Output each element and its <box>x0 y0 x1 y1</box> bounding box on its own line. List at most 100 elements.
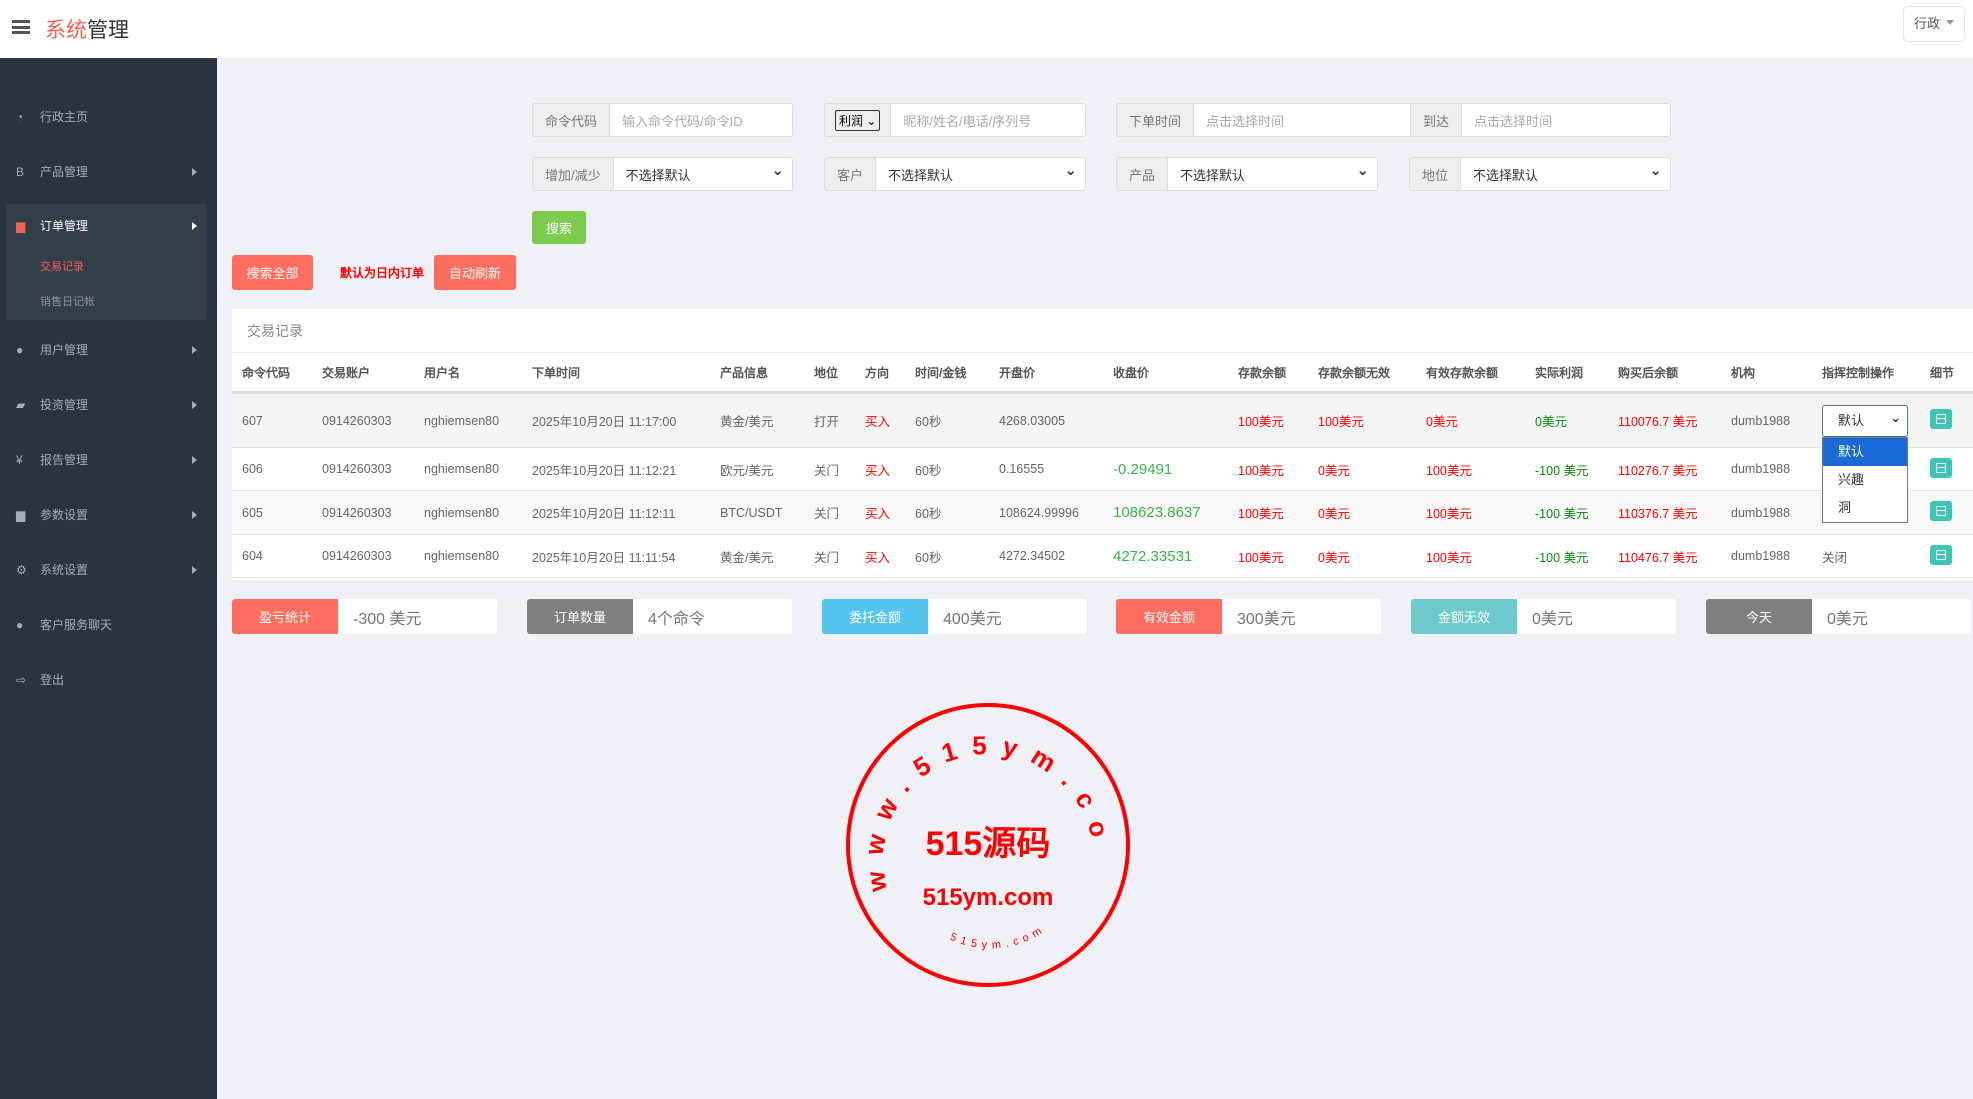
table-cell: 100美元 <box>1228 534 1308 578</box>
sidebar-item-0[interactable]: ◔ 行政主页 <box>0 102 217 132</box>
panel-title: 交易记录 <box>247 323 303 339</box>
stat-box: 盈亏统计 -300 美元 <box>232 599 497 634</box>
end-time-input[interactable]: 点击选择时间 <box>1474 113 1553 129</box>
detail-list-icon[interactable] <box>1930 544 1952 565</box>
sidebar-item-1[interactable]: B 产品管理 <box>0 157 217 187</box>
table-cell: 0914260303 <box>312 490 414 535</box>
table-cell: 2025年10月20日 11:11:54 <box>522 534 710 578</box>
dropdown-option[interactable]: 洞 <box>1838 500 1852 515</box>
table-cell: 关门 <box>804 447 855 491</box>
user-filter: 利润 ⌄ 昵称/姓名/电话/序列号 <box>824 103 1086 137</box>
table-cell: 打开 <box>804 392 855 448</box>
dashboard-icon: ◔ <box>16 110 24 124</box>
table-cell: 关门 <box>804 534 855 578</box>
detail-cell <box>1920 490 1973 535</box>
client-filter: 客户 不选择默认 <box>824 157 1086 191</box>
table-cell: 605 <box>232 490 312 535</box>
hamburger-menu-icon[interactable] <box>12 20 30 34</box>
column-header: 机构 <box>1721 352 1812 394</box>
table-cell: 100美元 <box>1228 490 1308 535</box>
user-filter-type-select[interactable]: 利润 ⌄ <box>835 109 881 131</box>
table-cell: 100美元 <box>1416 490 1525 535</box>
table-cell: 0美元 <box>1308 490 1416 535</box>
table-row: 605 0914260303 nghiemsen80 2025年10月20日 11:1… <box>232 490 1973 535</box>
table-cell: 2025年10月20日 11:12:21 <box>522 447 710 491</box>
stat-value: 4个命令 <box>648 610 705 628</box>
cogs-icon: ⚙ <box>16 563 27 577</box>
start-time-input[interactable]: 点击选择时间 <box>1206 113 1285 129</box>
copy-icon: ▆ <box>16 219 26 233</box>
dropdown-option[interactable]: 兴趣 <box>1838 472 1865 487</box>
table-row: 604 0914260303 nghiemsen80 2025年10月20日 11:1… <box>232 534 1973 578</box>
detail-list-icon[interactable] <box>1930 501 1952 521</box>
client-select[interactable]: 不选择默认 <box>876 158 1085 190</box>
caret-down-icon <box>1946 20 1954 29</box>
user-search-input[interactable]: 昵称/姓名/电话/序列号 <box>903 113 1032 129</box>
table-cell: 60秒 <box>905 392 989 448</box>
auto-refresh-button[interactable]: 自动刷新 <box>434 255 516 290</box>
table-cell: 108624.99996 <box>989 490 1103 535</box>
book-icon: ▰ <box>16 398 26 412</box>
chevron-right-icon <box>192 511 197 519</box>
table-cell: 110376.7 美元 <box>1608 490 1721 535</box>
table-cell: 2025年10月20日 11:12:11 <box>522 490 710 535</box>
table-cell: 100美元 <box>1416 447 1525 491</box>
table-cell: 黄金/美元 <box>710 534 804 578</box>
chevron-right-icon <box>192 456 197 464</box>
column-header: 用户名 <box>414 352 522 394</box>
sidebar-item-6[interactable]: ▆ 参数设置 <box>0 500 217 530</box>
sidebar-item-8[interactable]: ● 客户服务聊天 <box>0 610 217 640</box>
sidebar-subitem-sales-journal[interactable]: 销售日记帐 <box>40 296 95 308</box>
table-cell: 买入 <box>855 447 905 491</box>
add-subtract-select[interactable]: 不选择默认 <box>614 158 792 190</box>
sidebar-item-9[interactable]: ⇨ 登出 <box>0 665 217 695</box>
detail-list-icon[interactable] <box>1930 457 1952 478</box>
product-select[interactable]: 不选择默认 <box>1168 158 1377 190</box>
sign-out-icon: ⇨ <box>16 673 27 687</box>
chevron-right-icon <box>192 401 197 409</box>
intraday-note: 默认为日内订单 <box>340 266 425 280</box>
comment-icon: ● <box>16 618 24 632</box>
column-header: 有效存款余额 <box>1416 352 1525 394</box>
table-cell: nghiemsen80 <box>414 490 522 535</box>
table-cell: 2025年10月20日 11:17:00 <box>522 392 710 448</box>
detail-list-icon[interactable] <box>1930 409 1952 429</box>
table-cell: 110276.7 美元 <box>1608 447 1721 491</box>
search-all-button[interactable]: 搜索全部 <box>232 255 313 290</box>
command-select[interactable]: 默认 <box>1822 403 1908 437</box>
order-code-input[interactable]: 输入命令代码/命令ID <box>622 113 743 129</box>
stat-value: -300 美元 <box>353 610 422 628</box>
sidebar-item-7[interactable]: ⚙ 系统设置 <box>0 555 217 585</box>
dropdown-option[interactable]: 默认 <box>1823 438 1907 466</box>
table-cell: nghiemsen80 <box>414 447 522 491</box>
trade-records-table: 命令代码 交易账户 用户名 下单时间 产品信息 地位 方向 时间/金钱 开盘价 收盘价 存款余额 存款… <box>232 352 1973 578</box>
table-cell: 0美元 <box>1416 392 1525 448</box>
column-header: 命令代码 <box>232 352 312 394</box>
sidebar-item-3[interactable]: ● 用户管理 <box>0 335 217 365</box>
table-cell: dumb1988 <box>1721 534 1812 578</box>
time-range-filter: 下单时间 点击选择时间 到达 点击选择时间 <box>1116 103 1671 137</box>
watermark-stamp: www.515ym.com 515源码 515ym.com 515ym.com <box>843 700 1130 987</box>
user-icon: ● <box>16 343 24 357</box>
sidebar-item-4[interactable]: ▰ 投资管理 <box>0 390 217 420</box>
sidebar-item-2[interactable]: ▆ 订单管理 <box>0 211 217 241</box>
stat-box: 有效金额 300美元 <box>1116 599 1381 634</box>
position-select[interactable]: 不选择默认 <box>1461 158 1670 190</box>
stat-label: 金额无效 <box>1411 599 1517 634</box>
table-row: 606 0914260303 nghiemsen80 2025年10月20日 11:1… <box>232 447 1973 491</box>
table-cell: 607 <box>232 392 312 448</box>
table-cell: 100美元 <box>1228 447 1308 491</box>
stat-box: 金额无效 0美元 <box>1411 599 1676 634</box>
column-header: 细节 <box>1920 352 1973 394</box>
table-cell: 0914260303 <box>312 534 414 578</box>
table-cell: 110476.7 美元 <box>1608 534 1721 578</box>
sidebar-item-5[interactable]: ¥ 报告管理 <box>0 445 217 475</box>
table-cell: -0.29491 <box>1103 447 1228 491</box>
table-cell: 0914260303 <box>312 392 414 448</box>
search-button[interactable]: 搜索 <box>532 211 586 244</box>
table-cell: 买入 <box>855 534 905 578</box>
sidebar-subitem-trade-records[interactable]: 交易记录 <box>40 261 84 273</box>
role-dropdown[interactable]: 行政 <box>1902 6 1965 42</box>
stat-label: 盈亏统计 <box>232 599 338 634</box>
table-cell: -100 美元 <box>1525 447 1608 491</box>
